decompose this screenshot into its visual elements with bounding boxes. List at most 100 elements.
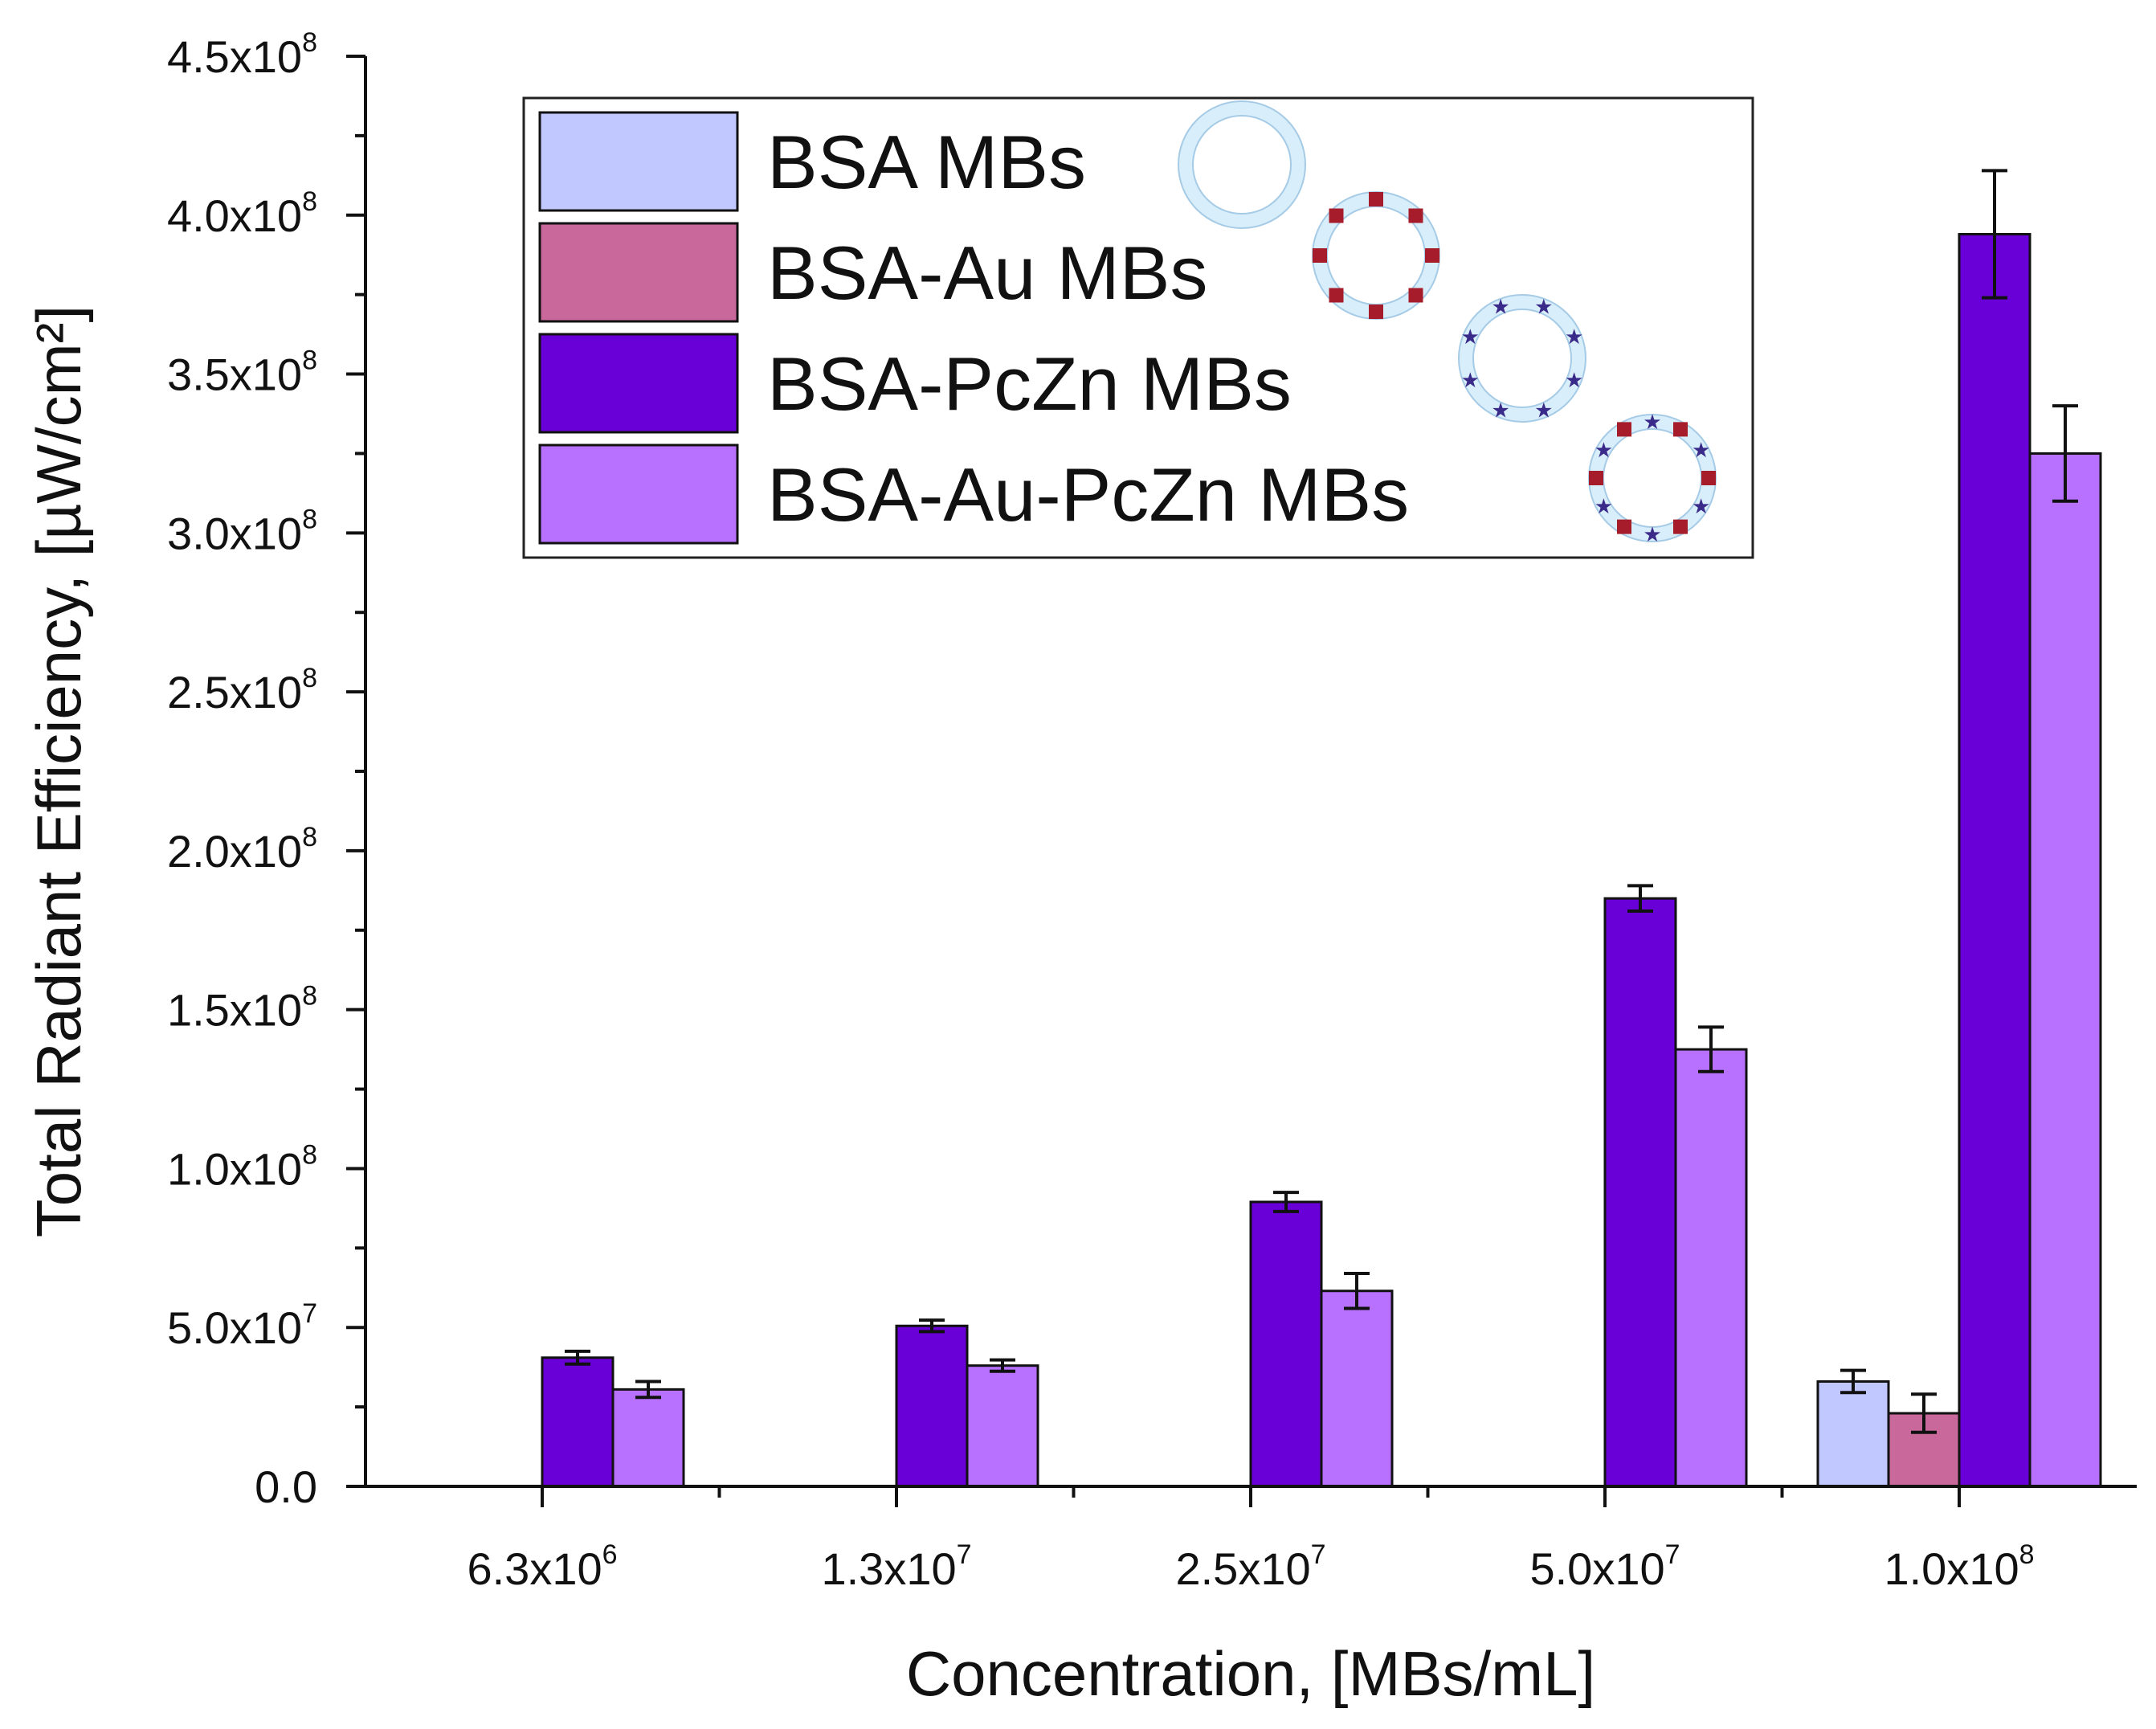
legend-label: BSA-Au-PcZn MBs xyxy=(767,452,1409,537)
bar-3-5 xyxy=(1958,233,2031,1488)
pczn-molecule-icon: ★ xyxy=(1565,369,1583,393)
x-tick-label-exponent: 7 xyxy=(957,1539,972,1570)
x-tick-label-mantissa: 5.0x10 xyxy=(1529,1543,1664,1594)
y-tick-label-mantissa: 3.5x10 xyxy=(167,349,302,400)
y-tick-label: 3.0x108 xyxy=(167,504,317,558)
gold-particle-icon xyxy=(1313,248,1327,263)
gold-particle-icon xyxy=(1329,208,1344,223)
legend-swatch xyxy=(538,443,739,545)
y-tick-label: 4.5x108 xyxy=(167,27,317,82)
gold-particle-icon xyxy=(1701,471,1716,485)
pczn-molecule-icon: ★ xyxy=(1492,399,1510,423)
y-tick-label-exponent: 8 xyxy=(302,1139,317,1170)
y-tick-label-exponent: 8 xyxy=(302,504,317,534)
shell-outer-edge xyxy=(1458,294,1586,423)
y-tick-label: 2.0x108 xyxy=(167,822,317,877)
bar-3-1 xyxy=(541,1356,615,1488)
legend-label: BSA-PcZn MBs xyxy=(767,341,1292,426)
axes-layer: 0.05.0x1071.0x1081.5x1082.0x1082.5x1083.… xyxy=(23,27,2137,1709)
y-tick-label-mantissa: 2.0x10 xyxy=(167,826,302,877)
bar-1-5 xyxy=(1816,1380,1890,1488)
x-tick-label: 1.0x108 xyxy=(1884,1539,2034,1594)
x-tick-label-exponent: 7 xyxy=(1311,1539,1326,1570)
y-tick-label: 3.5x108 xyxy=(167,345,317,400)
shell-inner-edge xyxy=(1472,309,1572,408)
pczn-molecule-icon: ★ xyxy=(1534,295,1553,319)
shell-ring xyxy=(1178,101,1305,228)
microbubble-gold-shell-icon xyxy=(1312,191,1440,320)
y-tick-label-exponent: 8 xyxy=(302,345,317,376)
x-axis-title: Concentration, [MBs/mL] xyxy=(906,1638,1595,1709)
gold-particle-icon xyxy=(1408,288,1423,303)
y-axis-title: Total Radiant Efficiency, [µW/cm²] xyxy=(23,305,94,1237)
gold-particle-icon xyxy=(1329,288,1344,303)
bar-4-3 xyxy=(1320,1290,1394,1488)
legend-swatch xyxy=(538,333,739,434)
y-tick-label-mantissa: 2.5x10 xyxy=(167,667,302,717)
pczn-molecule-icon: ★ xyxy=(1692,495,1710,519)
y-tick-label: 2.5x108 xyxy=(167,663,317,717)
pczn-molecule-icon: ★ xyxy=(1595,495,1613,519)
y-tick-label-exponent: 8 xyxy=(302,27,317,58)
gold-particle-icon xyxy=(1425,248,1439,263)
bar-3-2 xyxy=(895,1324,969,1488)
gold-particle-icon xyxy=(1408,208,1423,223)
y-tick-label-mantissa: 3.0x10 xyxy=(167,508,302,558)
bar-4-2 xyxy=(966,1364,1039,1488)
x-tick-label-mantissa: 6.3x10 xyxy=(467,1543,602,1594)
x-tick-label: 1.3x107 xyxy=(821,1539,971,1594)
x-tick-label-exponent: 7 xyxy=(1665,1539,1680,1570)
legend-swatch xyxy=(538,222,739,323)
microbubble-pczn-shell-icon: ★ ★ ★ ★ ★ ★ ★ ★ xyxy=(1458,294,1586,423)
pczn-molecule-icon: ★ xyxy=(1461,369,1480,393)
pczn-molecule-icon: ★ xyxy=(1595,439,1613,463)
y-tick-label-mantissa: 4.5x10 xyxy=(167,31,302,82)
bar-3-4 xyxy=(1603,897,1677,1488)
y-tick-label: 1.0x108 xyxy=(167,1139,317,1194)
pczn-molecule-icon: ★ xyxy=(1461,325,1480,349)
gold-particle-icon xyxy=(1673,422,1688,437)
pczn-molecule-icon: ★ xyxy=(1565,325,1583,349)
bar-4-1 xyxy=(611,1388,685,1488)
microbubble-plain-shell-icon xyxy=(1178,100,1306,229)
y-tick-label-mantissa: 5.0x10 xyxy=(167,1302,302,1353)
pczn-molecule-icon: ★ xyxy=(1534,399,1553,423)
y-tick-label-exponent: 8 xyxy=(302,663,317,693)
shell-inner-edge xyxy=(1192,115,1292,215)
shell-ring xyxy=(1459,295,1586,422)
y-tick-label-mantissa: 1.5x10 xyxy=(167,985,302,1036)
y-tick-label: 4.0x108 xyxy=(167,186,317,241)
y-tick-label-exponent: 8 xyxy=(302,822,317,852)
bar-3-3 xyxy=(1249,1200,1323,1488)
x-tick-label-mantissa: 2.5x10 xyxy=(1175,1543,1310,1594)
legend-item-3: BSA-PcZn MBs ★ ★ ★ ★ ★ ★ ★ ★ xyxy=(538,294,1586,434)
x-tick-label: 6.3x106 xyxy=(467,1539,617,1594)
shell-outer-edge xyxy=(1178,100,1306,229)
y-tick-label-exponent: 8 xyxy=(302,186,317,217)
y-tick-label-exponent: 7 xyxy=(302,1298,317,1329)
microbubble-au-pczn-shell-icon: ★ ★ ★ ★ ★ ★ xyxy=(1588,411,1717,547)
y-tick-label-mantissa: 1.0x10 xyxy=(167,1143,302,1194)
bar-4-5 xyxy=(2028,452,2102,1488)
legend-item-2: BSA-Au MBs xyxy=(538,191,1440,323)
gold-particle-icon xyxy=(1617,422,1631,437)
y-tick-label-mantissa: 0.0 xyxy=(255,1461,317,1512)
bar-4-4 xyxy=(1674,1048,1748,1488)
x-tick-label: 2.5x107 xyxy=(1175,1539,1325,1594)
gold-particle-icon xyxy=(1369,192,1383,206)
gold-particle-icon xyxy=(1589,471,1603,485)
x-tick-label-exponent: 8 xyxy=(2019,1539,2035,1570)
pczn-molecule-icon: ★ xyxy=(1643,411,1661,435)
y-tick-label-mantissa: 4.0x10 xyxy=(167,190,302,241)
y-tick-label: 5.0x107 xyxy=(167,1298,317,1353)
y-tick-label-exponent: 8 xyxy=(302,981,317,1012)
legend-item-1: BSA MBs xyxy=(538,100,1306,229)
gold-particle-icon xyxy=(1617,519,1631,534)
gold-particle-icon xyxy=(1369,305,1383,319)
x-tick-label-mantissa: 1.0x10 xyxy=(1884,1543,2019,1594)
legend-swatch xyxy=(538,111,739,212)
pczn-molecule-icon: ★ xyxy=(1492,295,1510,319)
pczn-molecule-icon: ★ xyxy=(1692,439,1710,463)
